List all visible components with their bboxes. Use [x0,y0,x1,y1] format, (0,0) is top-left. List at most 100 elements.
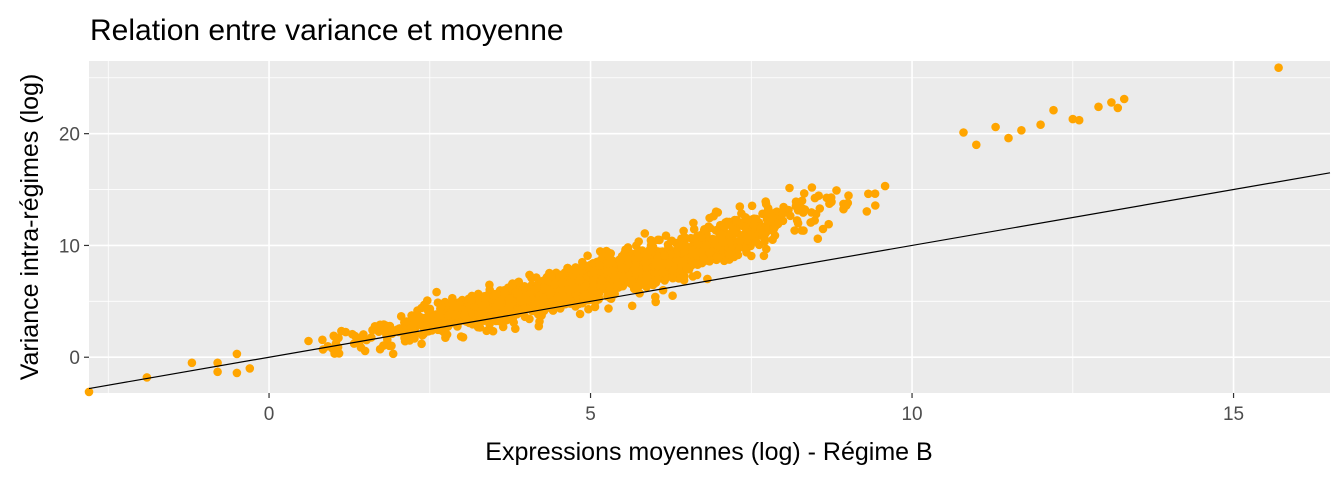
data-point [790,226,799,235]
data-point [456,332,466,341]
data-point [621,245,630,254]
data-point [379,326,389,336]
data-point [690,234,699,243]
x-tick-label: 0 [264,404,275,425]
data-point [504,294,514,304]
data-point [959,128,968,137]
data-point [718,238,728,247]
data-point [142,373,152,382]
data-point [689,224,699,234]
data-point [679,226,688,236]
data-point [793,218,803,228]
data-point [420,300,429,310]
data-point [668,273,678,283]
data-point [705,257,714,266]
data-point [651,292,660,302]
data-point [394,326,403,335]
data-point [749,220,759,230]
data-point [668,291,677,301]
data-point [810,193,820,203]
data-point [711,207,721,216]
data-point [500,287,510,297]
data-point [417,339,426,349]
data-point [697,232,706,242]
reference-line [88,172,1331,390]
data-point [575,309,585,319]
data-point [213,358,222,368]
data-point [545,289,555,299]
data-point [729,228,739,237]
data-point [1004,133,1013,143]
data-point [660,251,669,261]
data-point [583,251,592,260]
data-point [631,260,640,269]
data-point [756,224,765,234]
data-point [648,238,657,247]
data-point [640,277,650,286]
data-point [1113,103,1123,113]
data-point [597,276,607,286]
data-point [213,367,222,377]
data-point [452,310,461,320]
data-point [187,358,197,368]
x-tick-label: 5 [585,404,596,425]
data-point [732,215,741,225]
data-point [407,326,417,336]
data-point [640,229,650,238]
data-point [84,387,94,397]
data-point [658,285,668,295]
data-point [627,301,637,311]
data-point [653,275,662,284]
data-point [759,251,769,261]
data-point [595,261,604,271]
data-point [588,268,598,277]
data-point [304,336,313,346]
data-point [1094,102,1103,112]
data-point [370,322,380,331]
y-tick-label: 20 [59,125,80,146]
data-point [672,249,681,258]
data-point [430,319,440,328]
data-point [422,315,432,325]
data-point [1049,105,1058,115]
data-point [661,231,671,240]
data-point [525,314,534,324]
data-point [720,222,729,231]
data-point [711,226,721,235]
data-point [467,296,476,306]
data-point [356,343,366,352]
data-point [747,251,756,261]
data-point [602,259,611,268]
data-point [679,247,689,256]
data-point [705,248,714,257]
data-point [760,237,769,246]
data-point [864,189,873,199]
data-point [991,122,1000,132]
data-point [689,218,698,228]
data-point [387,341,396,351]
data-point [481,292,490,302]
data-point [603,267,613,276]
data-point [550,280,559,289]
data-point [484,314,494,323]
data-point [329,331,339,341]
data-point [747,230,756,240]
data-point [245,364,255,373]
data-point [667,236,677,246]
reference-line-group [88,172,1331,390]
y-axis: 0 10 20 [59,125,89,369]
data-point [634,253,643,262]
data-point [735,202,745,211]
data-point [588,285,598,294]
data-point [692,270,702,280]
data-point [450,301,460,310]
data-point [798,208,808,217]
data-point [807,183,817,192]
data-point [1119,94,1129,104]
data-point [539,293,548,303]
data-point [842,201,851,210]
data-point [632,282,641,292]
data-points [84,63,1283,397]
data-point [490,303,500,312]
data-point [627,276,636,286]
